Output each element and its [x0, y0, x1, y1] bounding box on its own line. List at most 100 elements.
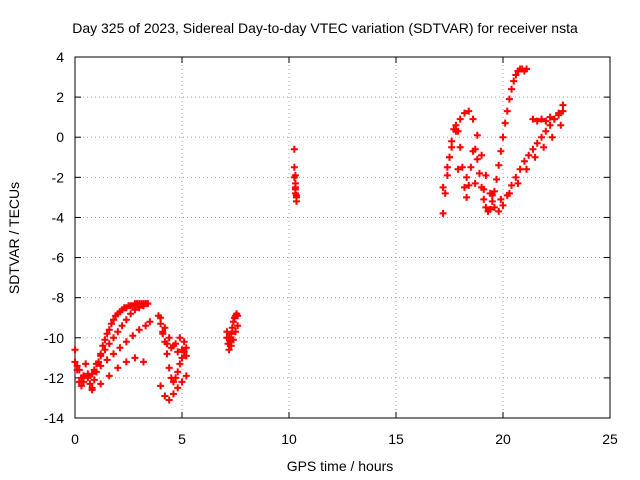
- data-point: [542, 117, 550, 125]
- data-point: [116, 344, 124, 352]
- data-point: [497, 195, 505, 203]
- data-point: [520, 157, 528, 165]
- y-tick-label: 4: [56, 49, 64, 65]
- data-point: [542, 127, 550, 135]
- data-point: [161, 324, 169, 332]
- data-point: [172, 374, 180, 382]
- data-point: [228, 324, 236, 332]
- series-segment-4: [290, 145, 300, 205]
- data-point: [559, 101, 567, 109]
- data-point: [469, 115, 477, 123]
- data-point: [142, 322, 150, 330]
- data-point: [490, 203, 498, 211]
- data-point: [97, 380, 105, 388]
- series-segment-1: [71, 300, 154, 394]
- data-point: [546, 113, 554, 121]
- data-point: [508, 85, 516, 93]
- data-point: [443, 171, 451, 179]
- data-point: [73, 366, 81, 374]
- data-point: [97, 362, 105, 370]
- y-tick-label: 0: [56, 129, 64, 145]
- data-point: [114, 364, 122, 372]
- data-point: [227, 342, 235, 350]
- data-point: [180, 338, 188, 346]
- data-point: [441, 189, 449, 197]
- data-point: [490, 187, 498, 195]
- data-point: [456, 115, 464, 123]
- data-point: [443, 163, 451, 171]
- data-point: [510, 77, 518, 85]
- y-tick-label: -2: [52, 169, 65, 185]
- data-point: [146, 318, 154, 326]
- data-point: [291, 171, 299, 179]
- x-axis-label: GPS time / hours: [287, 458, 394, 474]
- data-point: [523, 165, 531, 173]
- data-point: [525, 151, 533, 159]
- data-point: [229, 336, 237, 344]
- data-point: [463, 193, 471, 201]
- data-point: [546, 121, 554, 129]
- data-point: [110, 350, 118, 358]
- y-tick-label: -4: [52, 209, 65, 225]
- data-point: [529, 115, 537, 123]
- x-tick-label: 20: [495, 431, 511, 447]
- data-point: [135, 326, 143, 334]
- y-tick-label: -8: [52, 290, 65, 306]
- data-point: [538, 133, 546, 141]
- data-point: [127, 310, 135, 318]
- data-point: [182, 344, 190, 352]
- data-point: [86, 380, 94, 388]
- data-point: [531, 153, 539, 161]
- data-point: [448, 137, 456, 145]
- data-point: [135, 304, 143, 312]
- data-point: [129, 332, 137, 340]
- data-point: [478, 151, 486, 159]
- data-point: [473, 131, 481, 139]
- data-point: [80, 378, 88, 386]
- data-point: [165, 334, 173, 342]
- data-point: [480, 185, 488, 193]
- data-point: [163, 350, 171, 358]
- series-segment-5: [439, 65, 567, 217]
- data-point: [454, 165, 462, 173]
- data-point: [223, 328, 231, 336]
- data-point: [471, 145, 479, 153]
- data-point: [227, 330, 235, 338]
- data-point: [169, 378, 177, 386]
- data-point: [84, 372, 92, 380]
- data-point: [533, 139, 541, 147]
- data-point: [122, 316, 130, 324]
- data-point: [291, 183, 299, 191]
- data-point: [460, 109, 468, 117]
- data-point: [452, 121, 460, 129]
- data-point: [90, 376, 98, 384]
- x-tick-labels: 0 5 10 15 20 25: [71, 431, 618, 447]
- plot-frame: [74, 56, 611, 419]
- data-point: [538, 115, 546, 123]
- data-point: [512, 71, 520, 79]
- data-point: [480, 195, 488, 203]
- data-point: [157, 314, 165, 322]
- data-point: [99, 342, 107, 350]
- data-point: [471, 179, 479, 187]
- data-point: [460, 183, 468, 191]
- axis-ticks: [74, 56, 611, 419]
- data-point: [234, 312, 242, 320]
- data-point: [465, 181, 473, 189]
- y-tick-label: -6: [52, 250, 65, 266]
- data-point: [174, 368, 182, 376]
- data-point: [550, 115, 558, 123]
- data-point: [225, 334, 233, 342]
- data-point: [493, 175, 501, 183]
- data-point: [103, 330, 111, 338]
- data-point: [495, 161, 503, 169]
- data-point: [467, 163, 475, 171]
- data-point: [174, 384, 182, 392]
- data-point: [107, 320, 115, 328]
- data-point: [475, 169, 483, 177]
- data-point: [159, 330, 167, 338]
- data-point: [92, 360, 100, 368]
- y-tick-label: -10: [44, 330, 64, 346]
- x-tick-label: 0: [71, 431, 79, 447]
- data-point: [559, 107, 567, 115]
